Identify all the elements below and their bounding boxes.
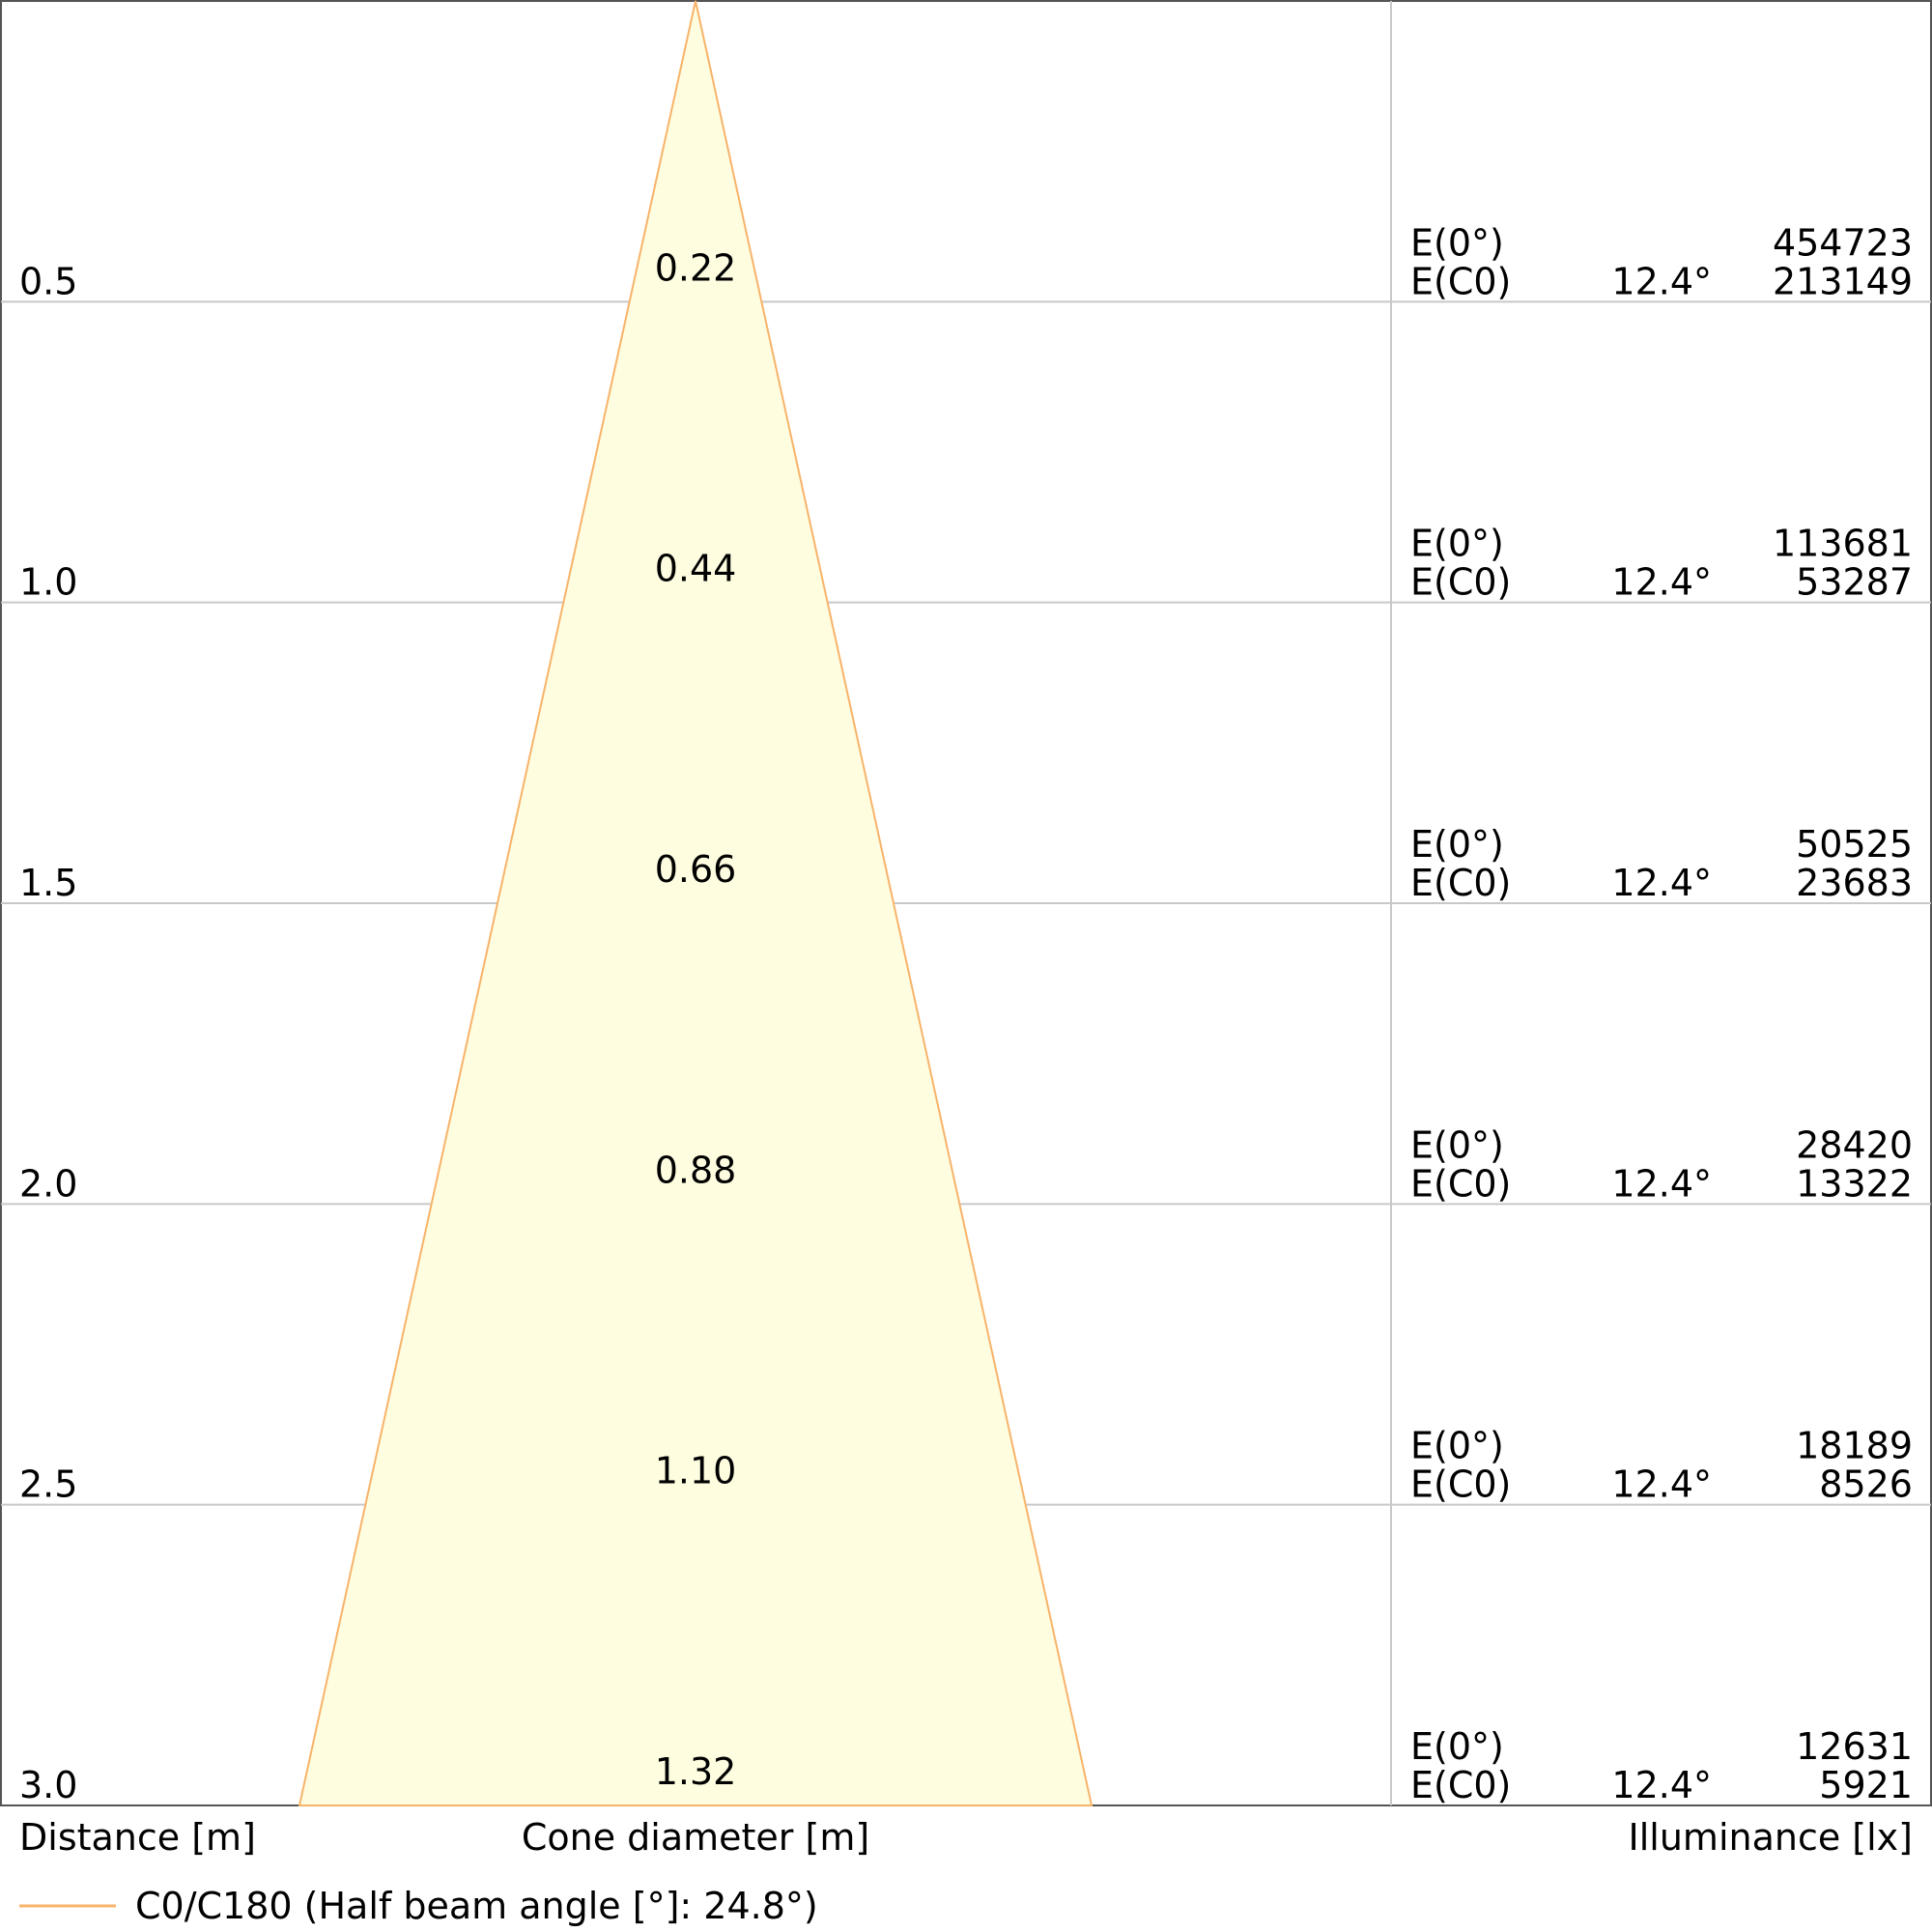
- e-c0-label: E(C0): [1410, 1463, 1511, 1506]
- e-c0-label: E(C0): [1410, 1764, 1511, 1806]
- distance-tick-label: 3.0: [19, 1764, 77, 1806]
- x-axis-title: Cone diameter [m]: [522, 1816, 869, 1859]
- e-c0-angle: 12.4°: [1611, 1764, 1712, 1806]
- distance-tick-label: 2.0: [19, 1162, 77, 1205]
- cone-area: [298, 0, 1094, 1806]
- e-c0-angle: 12.4°: [1611, 1162, 1712, 1205]
- e-center-value: 12631: [1796, 1725, 1913, 1768]
- e-c0-value: 5921: [1819, 1764, 1913, 1806]
- cone-diameter-label: 0.66: [655, 848, 737, 891]
- e-center-label: E(0°): [1410, 823, 1504, 866]
- distance-tick-label: 0.5: [19, 260, 77, 302]
- e-center-value: 50525: [1796, 823, 1913, 866]
- chart-labels: 0.5 0.22 E(0°) 454723 E(C0) 12.4° 213149 1.0 0.4…: [19, 221, 1913, 1806]
- e-c0-angle: 12.4°: [1611, 561, 1712, 604]
- e-c0-label: E(C0): [1410, 561, 1511, 604]
- e-c0-value: 53287: [1796, 561, 1913, 604]
- e-c0-value: 8526: [1819, 1463, 1913, 1506]
- e-c0-value: 23683: [1796, 862, 1913, 904]
- y-axis-title: Distance [m]: [19, 1816, 256, 1859]
- e-center-label: E(0°): [1410, 1123, 1504, 1166]
- e-center-label: E(0°): [1410, 221, 1504, 264]
- e-center-label: E(0°): [1410, 523, 1504, 565]
- e-center-value: 18189: [1796, 1425, 1913, 1467]
- e-c0-label: E(C0): [1410, 260, 1511, 302]
- e-c0-value: 13322: [1796, 1162, 1913, 1205]
- e-c0-angle: 12.4°: [1611, 1463, 1712, 1506]
- cone-shape: [298, 0, 1094, 1806]
- legend-label: C0/C180 (Half beam angle [°]: 24.8°): [135, 1885, 818, 1927]
- distance-tick-label: 2.5: [19, 1463, 77, 1506]
- e-center-label: E(0°): [1410, 1725, 1504, 1768]
- e-center-label: E(0°): [1410, 1425, 1504, 1467]
- cone-diameter-label: 1.32: [655, 1750, 737, 1793]
- distance-tick-label: 1.0: [19, 561, 77, 604]
- illuminance-title: Illuminance [lx]: [1629, 1816, 1913, 1859]
- e-center-value: 113681: [1773, 523, 1913, 565]
- cone-diameter-label: 1.10: [655, 1450, 737, 1492]
- e-c0-value: 213149: [1773, 260, 1913, 302]
- e-center-value: 28420: [1796, 1123, 1913, 1166]
- distance-tick-label: 1.5: [19, 862, 77, 904]
- e-c0-label: E(C0): [1410, 862, 1511, 904]
- e-c0-angle: 12.4°: [1611, 862, 1712, 904]
- cone-diameter-label: 0.44: [655, 548, 737, 590]
- cone-diameter-label: 0.88: [655, 1149, 737, 1191]
- cone-diameter-label: 0.22: [655, 246, 737, 289]
- e-c0-angle: 12.4°: [1611, 260, 1712, 302]
- e-c0-label: E(C0): [1410, 1162, 1511, 1205]
- e-center-value: 454723: [1773, 221, 1913, 264]
